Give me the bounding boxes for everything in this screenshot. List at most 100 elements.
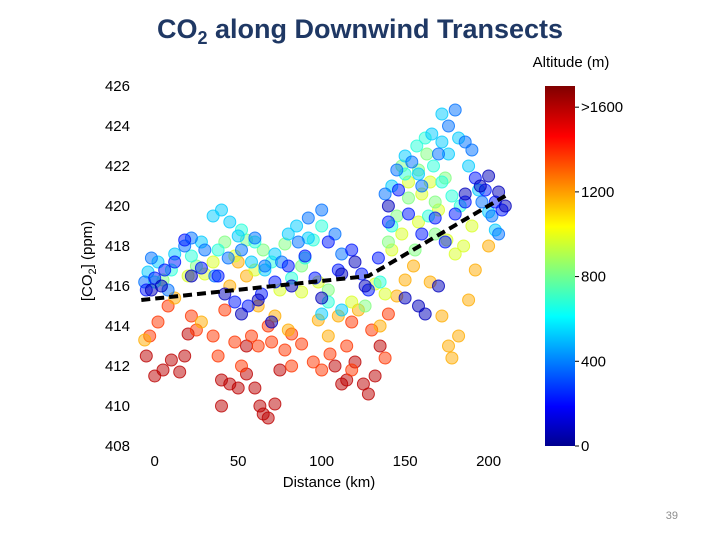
y-axis-label: [CO2] (ppm) xyxy=(79,221,99,301)
data-point xyxy=(442,339,455,353)
y-label-part-2: ] (ppm) xyxy=(79,221,96,269)
x-axis-label: Distance (km) xyxy=(283,474,376,491)
data-point xyxy=(258,259,272,273)
data-point xyxy=(290,219,304,233)
data-point xyxy=(473,179,487,193)
colorbar-tick-label: 0 xyxy=(581,438,589,455)
data-point xyxy=(281,227,295,241)
data-point xyxy=(315,363,329,377)
data-point xyxy=(475,195,489,209)
data-point xyxy=(345,363,359,377)
data-point xyxy=(371,251,385,265)
data-point xyxy=(281,323,295,337)
y-tick-label: 420 xyxy=(105,198,130,215)
data-point xyxy=(448,207,462,221)
data-point xyxy=(206,329,220,343)
data-point xyxy=(251,339,265,353)
data-point xyxy=(428,211,442,225)
data-point xyxy=(381,307,395,321)
data-point xyxy=(373,319,387,333)
data-point xyxy=(173,365,187,379)
data-point xyxy=(445,351,459,365)
data-point xyxy=(438,235,452,249)
data-point xyxy=(402,207,415,221)
data-point xyxy=(402,191,415,205)
data-point xyxy=(194,315,208,329)
title-subscript: 2 xyxy=(197,28,208,48)
data-point xyxy=(184,249,198,263)
data-point xyxy=(492,227,506,241)
y-tick-label: 418 xyxy=(105,238,130,255)
data-point xyxy=(278,343,292,357)
data-point xyxy=(218,303,232,317)
data-point xyxy=(223,215,237,229)
data-point xyxy=(335,303,349,317)
data-point xyxy=(328,359,342,373)
data-point xyxy=(211,269,225,283)
data-point xyxy=(427,159,440,173)
data-point xyxy=(432,279,445,293)
data-point xyxy=(321,329,335,343)
data-point xyxy=(395,227,409,241)
trend-line xyxy=(141,192,510,302)
data-point xyxy=(184,309,198,323)
x-tick-label: 0 xyxy=(151,453,159,470)
data-point xyxy=(435,309,449,323)
data-point xyxy=(378,351,392,365)
data-point xyxy=(482,239,496,253)
data-point xyxy=(215,203,228,217)
data-point xyxy=(315,307,329,321)
data-point xyxy=(154,279,168,293)
data-point xyxy=(164,353,178,367)
data-point xyxy=(285,359,299,373)
data-point xyxy=(231,229,245,243)
data-point xyxy=(178,349,192,363)
data-point xyxy=(407,259,420,273)
data-point xyxy=(368,369,382,383)
data-point xyxy=(378,287,392,301)
data-point xyxy=(348,255,362,269)
data-point xyxy=(228,295,242,309)
data-point xyxy=(435,175,449,189)
data-point xyxy=(321,235,335,249)
data-point xyxy=(206,255,220,269)
title-rest: along Downwind Transects xyxy=(207,14,564,44)
y-tick-label: 424 xyxy=(105,118,130,135)
data-point xyxy=(245,255,258,269)
data-point xyxy=(295,337,309,351)
data-point xyxy=(358,299,372,313)
data-point xyxy=(235,243,248,257)
data-point xyxy=(139,349,153,363)
y-axis-ticks: 408 410 412 414 416 418 420 422 424 426 xyxy=(105,78,130,455)
data-point xyxy=(248,231,262,245)
data-point xyxy=(265,315,279,329)
data-point xyxy=(415,227,429,241)
y-label-part-1: [CO xyxy=(79,274,96,301)
data-point xyxy=(281,259,295,273)
x-tick-label: 150 xyxy=(393,453,418,470)
y-tick-label: 414 xyxy=(105,318,130,335)
data-point xyxy=(295,285,309,299)
data-point xyxy=(248,381,262,395)
data-point xyxy=(392,183,405,197)
data-point xyxy=(194,261,208,275)
x-tick-label: 100 xyxy=(309,453,334,470)
data-point xyxy=(410,139,424,153)
data-point xyxy=(345,295,359,309)
data-point xyxy=(158,263,172,277)
data-point xyxy=(428,195,442,209)
data-point xyxy=(445,189,459,203)
data-point xyxy=(468,263,482,277)
data-point xyxy=(358,279,372,293)
data-point xyxy=(228,335,242,349)
data-point xyxy=(398,291,412,305)
x-tick-label: 200 xyxy=(476,453,501,470)
colorbar-tick-label: 1200 xyxy=(581,184,614,201)
colorbar-tick-label: 800 xyxy=(581,269,606,286)
data-point xyxy=(221,251,235,265)
data-point xyxy=(361,387,375,401)
colorbar-tick-label: 400 xyxy=(581,353,606,370)
data-point xyxy=(256,243,270,257)
data-point xyxy=(405,155,419,169)
